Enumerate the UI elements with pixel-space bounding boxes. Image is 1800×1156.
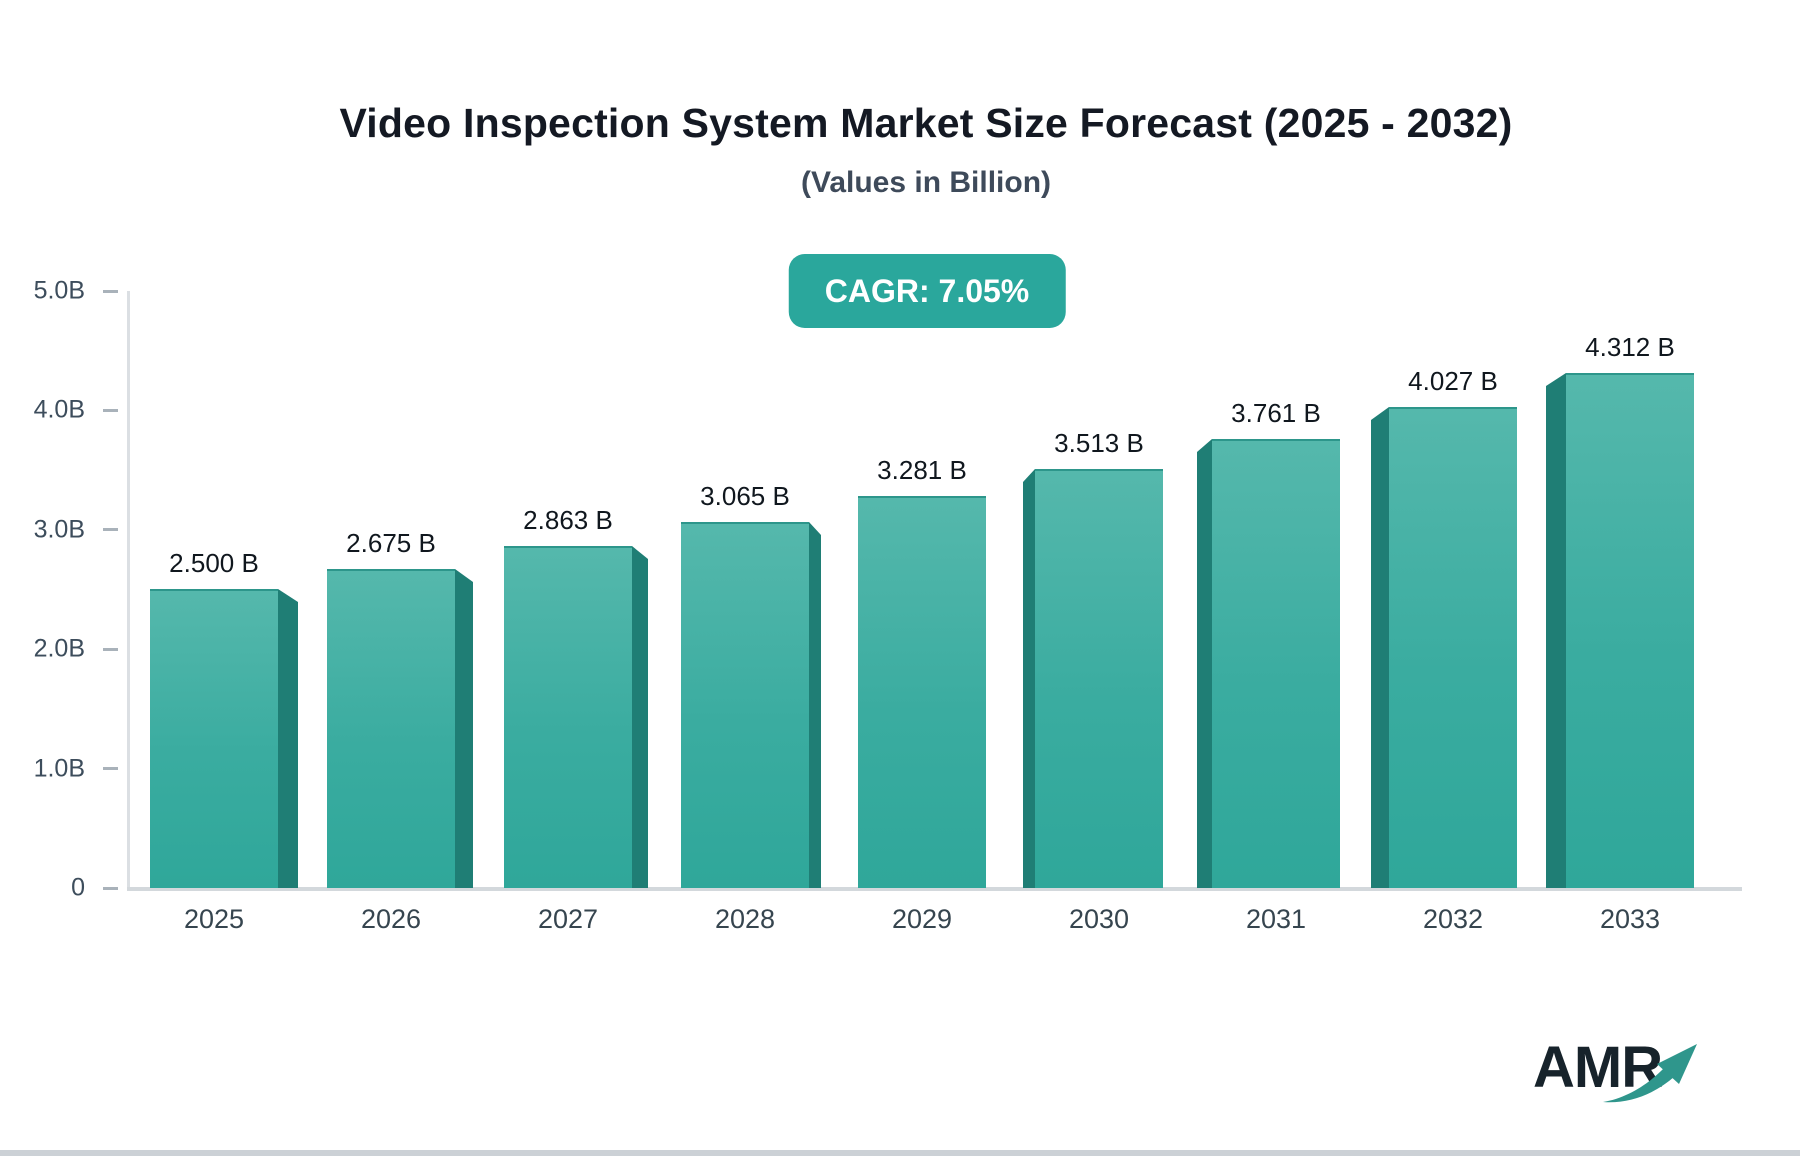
y-tick-dash [103, 647, 118, 651]
x-axis-label-2027: 2027 [537, 904, 599, 934]
x-axis-label-2033: 2033 [1599, 904, 1661, 934]
bar-side-face [1197, 439, 1212, 888]
y-tick-dash [103, 528, 118, 532]
bar-value-label-2029: 3.281 B [877, 455, 967, 485]
bar-value-label-2028: 3.065 B [700, 481, 790, 511]
bar-value-label-2033: 4.312 B [1585, 332, 1675, 362]
y-tick-dash [103, 767, 118, 771]
x-axis-label-2032: 2032 [1422, 904, 1484, 934]
bar-2031: 3.761 B [1197, 398, 1340, 888]
y-tick-dash [103, 289, 118, 293]
y-tick-dash [103, 886, 118, 890]
cagr-badge: CAGR: 7.05% [788, 254, 1066, 328]
y-tick-label-2.0B: 2.0B [33, 634, 85, 663]
bar-value-label-2025: 2.500 B [169, 548, 259, 578]
x-axis-label-2031: 2031 [1245, 904, 1307, 934]
bar-2025: 2.500 B [150, 548, 298, 888]
bar-2033: 4.312 B [1546, 332, 1694, 888]
bar-2029: 3.281 B [858, 455, 986, 888]
y-tick-label-1.0B: 1.0B [33, 754, 85, 783]
y-tick-dash [103, 408, 118, 412]
bar-2032: 4.027 B [1371, 366, 1517, 888]
bar-value-label-2031: 3.761 B [1231, 398, 1321, 428]
bar-side-face [1023, 469, 1035, 888]
bar-2026: 2.675 B [327, 528, 473, 888]
x-axis-label-2026: 2026 [360, 904, 422, 934]
page-edge [0, 1150, 1800, 1156]
bar-side-face [1371, 407, 1389, 888]
amr-logo: AMR [1533, 1034, 1733, 1114]
bar-value-label-2030: 3.513 B [1054, 428, 1144, 458]
bar-2027: 2.863 B [504, 505, 648, 888]
bar-2028: 3.065 B [681, 481, 821, 888]
x-axis-line [127, 887, 1742, 891]
bar-side-face [455, 569, 473, 888]
chart-subtitle: (Values in Billion) [800, 166, 1052, 199]
x-axis-label-2029: 2029 [891, 904, 953, 934]
bar-value-label-2027: 2.863 B [523, 505, 613, 535]
growth-arrow-icon [1603, 1044, 1697, 1103]
x-axis-label-2028: 2028 [714, 904, 776, 934]
bar-value-label-2026: 2.675 B [346, 528, 436, 558]
bar-2030: 3.513 B [1023, 428, 1163, 888]
x-axis-label-2030: 2030 [1068, 904, 1130, 934]
y-tick-label-4.0B: 4.0B [33, 395, 85, 424]
y-tick-label-3.0B: 3.0B [33, 515, 85, 544]
chart-title: Video Inspection System Market Size Fore… [339, 100, 1513, 146]
y-tick-label-5.0B: 5.0B [33, 276, 85, 305]
plot-area: 0 1.0B 2.0B 3.0B 4.0B 5.0B 2.500 B 2.675 B 2.86… [34, 277, 1742, 934]
y-tick-label-0: 0 [71, 873, 85, 902]
x-axis-label-2025: 2025 [183, 904, 245, 934]
y-axis-line [127, 291, 130, 888]
bar-value-label-2032: 4.027 B [1408, 366, 1498, 396]
bar-side-face [1546, 373, 1566, 888]
bar-side-face [809, 522, 821, 888]
bar-side-face [632, 546, 648, 888]
bar-side-face [278, 589, 298, 888]
